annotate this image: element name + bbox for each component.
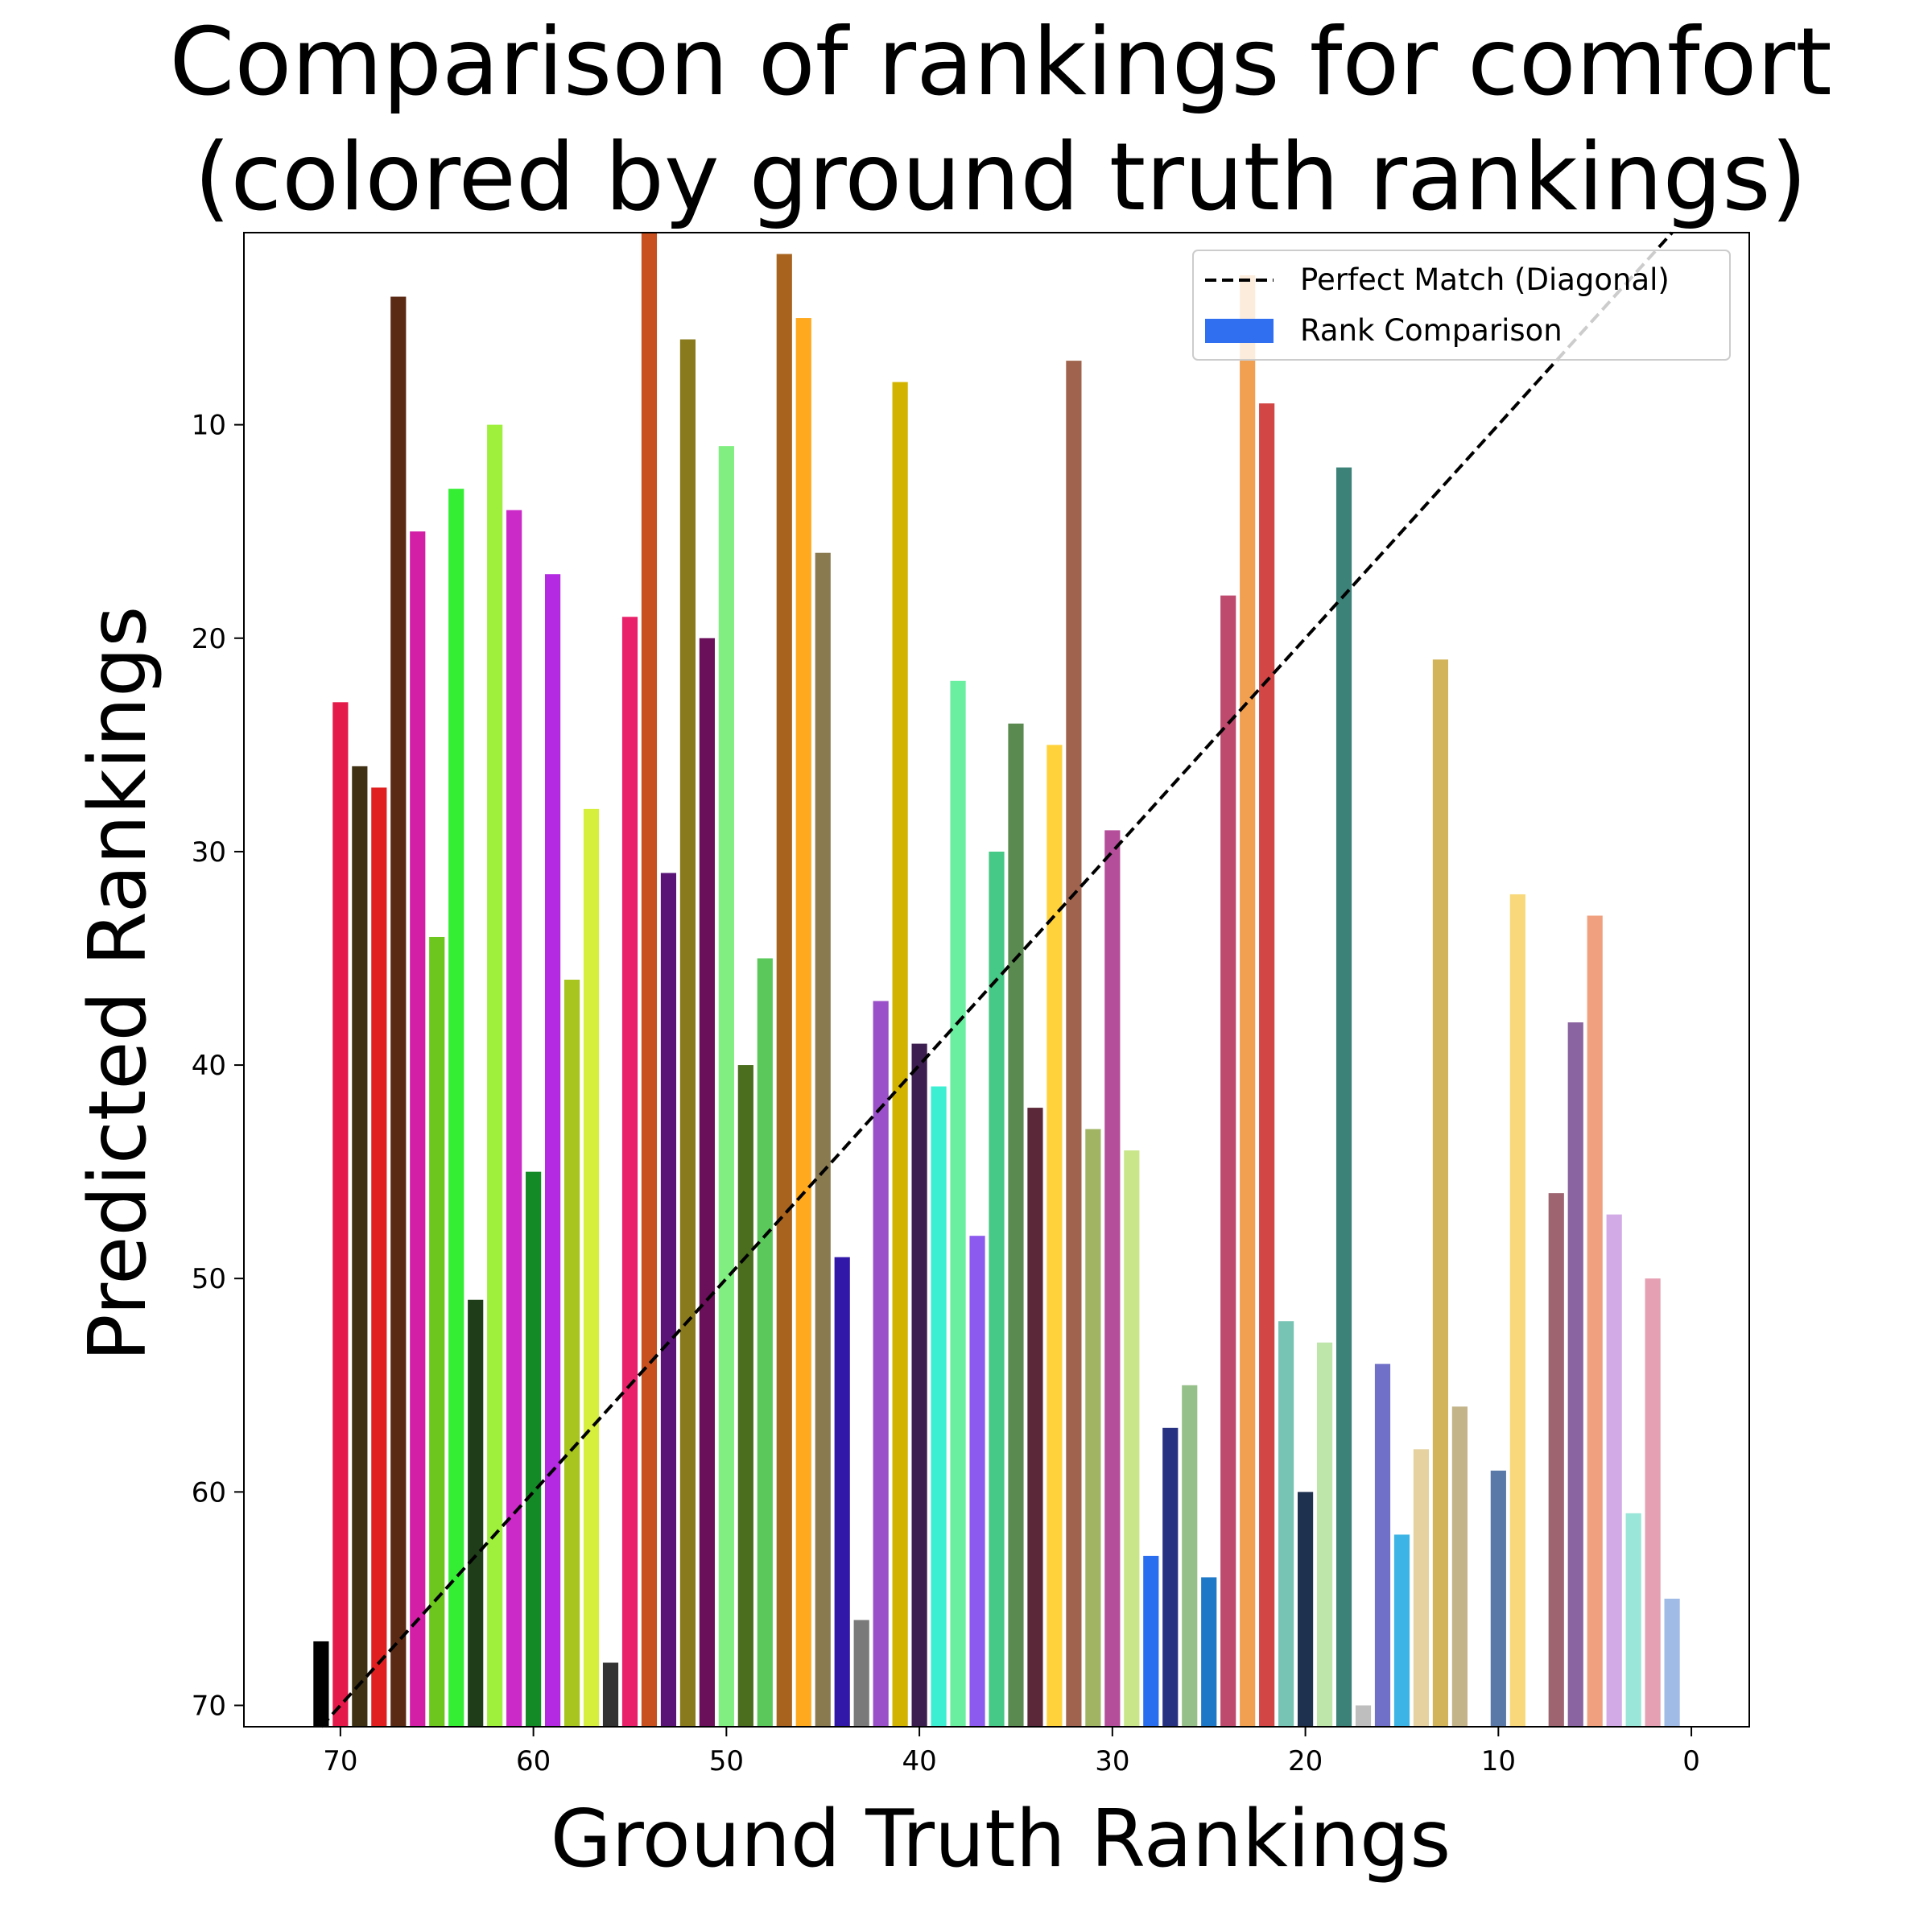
bar-gt-31 (1085, 1129, 1101, 1727)
x-tick-label-30: 30 (1095, 1745, 1129, 1777)
legend-label-rank-comparison: Rank Comparison (1300, 313, 1563, 348)
bar-gt-28 (1143, 1555, 1159, 1727)
perfect-match-diagonal (320, 231, 1674, 1728)
bar-gt-32 (1066, 361, 1082, 1728)
chart-title-line-2: (colored by ground truth rankings) (194, 123, 1807, 232)
bar-gt-48 (757, 958, 773, 1727)
legend-label-diagonal: Perfect Match (Diagonal) (1300, 262, 1670, 297)
y-tick-label-10: 10 (192, 410, 226, 442)
bar-gt-33 (1046, 745, 1063, 1728)
y-tick-label-70: 70 (192, 1690, 226, 1722)
bar-gt-26 (1182, 1385, 1198, 1727)
bar-gt-15 (1393, 1534, 1410, 1727)
bar-gt-64 (448, 489, 464, 1728)
bar-gt-52 (679, 339, 696, 1728)
legend-swatch-rank-comparison (1205, 319, 1274, 343)
bar-gt-24 (1220, 595, 1236, 1727)
x-tick-label-20: 20 (1288, 1745, 1323, 1777)
bar-gt-43 (853, 1620, 869, 1727)
bar-gt-46 (795, 318, 811, 1727)
y-tick-label-60: 60 (192, 1476, 226, 1509)
y-axis-ticks: 10 20 30 40 50 60 70 (192, 410, 244, 1722)
bar-gt-21 (1278, 1321, 1294, 1727)
bar-gt-3 (1625, 1513, 1641, 1727)
bar-gt-68 (371, 787, 387, 1728)
bar-gt-2 (1645, 1278, 1661, 1727)
bar-gt-23 (1240, 275, 1256, 1727)
bar-gt-70 (332, 702, 349, 1728)
bar-gt-34 (1027, 1108, 1043, 1727)
bar-gt-5 (1587, 915, 1603, 1727)
bars-layer (313, 233, 1680, 1728)
legend-box (1192, 250, 1731, 361)
bar-gt-59 (545, 574, 561, 1728)
bar-gt-44 (834, 1257, 850, 1727)
plot-frame (243, 232, 1750, 1728)
bar-gt-71 (313, 1641, 329, 1727)
bar-gt-56 (602, 1662, 619, 1727)
bar-gt-53 (660, 873, 677, 1727)
bar-gt-29 (1124, 1150, 1140, 1727)
bar-gt-38 (950, 680, 966, 1727)
legend: Perfect Match (Diagonal) Rank Comparison (1192, 250, 1731, 361)
bar-gt-13 (1432, 659, 1448, 1728)
bar-gt-17 (1355, 1705, 1372, 1727)
bar-gt-25 (1201, 1577, 1217, 1727)
bar-gt-55 (621, 617, 638, 1728)
bar-gt-47 (776, 254, 792, 1727)
bar-gt-9 (1509, 894, 1525, 1727)
bar-gt-42 (873, 1001, 889, 1727)
bar-gt-57 (583, 808, 600, 1727)
y-tick-label-50: 50 (192, 1263, 226, 1295)
bar-gt-51 (699, 638, 715, 1727)
bar-gt-1 (1664, 1598, 1680, 1727)
bar-gt-61 (506, 510, 522, 1727)
bar-gt-67 (390, 296, 407, 1727)
bar-gt-7 (1548, 1193, 1564, 1727)
bar-gt-35 (1008, 723, 1024, 1727)
bar-gt-65 (429, 936, 445, 1727)
bar-gt-18 (1335, 467, 1352, 1727)
y-tick-label-20: 20 (192, 623, 226, 655)
y-axis-label: Predicted Rankings (72, 606, 164, 1362)
bar-gt-36 (989, 851, 1005, 1727)
bar-gt-63 (468, 1299, 484, 1727)
bar-gt-16 (1374, 1364, 1391, 1727)
bar-gt-19 (1316, 1342, 1333, 1727)
bar-gt-69 (352, 766, 368, 1727)
bar-gt-40 (911, 1043, 927, 1727)
bar-gt-62 (487, 424, 503, 1727)
y-tick-label-30: 30 (192, 836, 226, 869)
bar-gt-58 (564, 980, 580, 1727)
bar-gt-66 (410, 531, 426, 1728)
x-tick-label-70: 70 (323, 1745, 357, 1777)
bar-gt-39 (931, 1086, 947, 1727)
x-tick-label-0: 0 (1682, 1745, 1700, 1777)
bar-gt-41 (892, 382, 908, 1728)
bar-gt-22 (1259, 403, 1275, 1728)
y-tick-label-40: 40 (192, 1050, 226, 1082)
chart-title-line-1: Comparison of rankings for comfort (169, 8, 1831, 117)
x-tick-label-50: 50 (709, 1745, 744, 1777)
bar-gt-4 (1606, 1214, 1622, 1727)
bar-gt-10 (1490, 1470, 1506, 1727)
bar-gt-50 (718, 446, 734, 1728)
x-axis-ticks: 70 60 50 40 30 20 10 0 (323, 1727, 1700, 1777)
bar-gt-49 (737, 1065, 753, 1727)
bar-gt-20 (1298, 1492, 1314, 1727)
bar-gt-54 (641, 233, 658, 1727)
bar-gt-45 (815, 552, 831, 1727)
x-axis-label: Ground Truth Rankings (551, 1794, 1451, 1885)
bar-gt-60 (526, 1171, 542, 1727)
bar-gt-30 (1104, 830, 1121, 1727)
x-tick-label-60: 60 (516, 1745, 551, 1777)
bar-gt-14 (1413, 1449, 1430, 1727)
bar-gt-6 (1567, 1022, 1583, 1727)
bar-gt-12 (1451, 1406, 1468, 1727)
bar-gt-27 (1162, 1427, 1179, 1727)
x-tick-label-10: 10 (1481, 1745, 1516, 1777)
bar-gt-37 (969, 1236, 985, 1727)
x-tick-label-40: 40 (902, 1745, 936, 1777)
